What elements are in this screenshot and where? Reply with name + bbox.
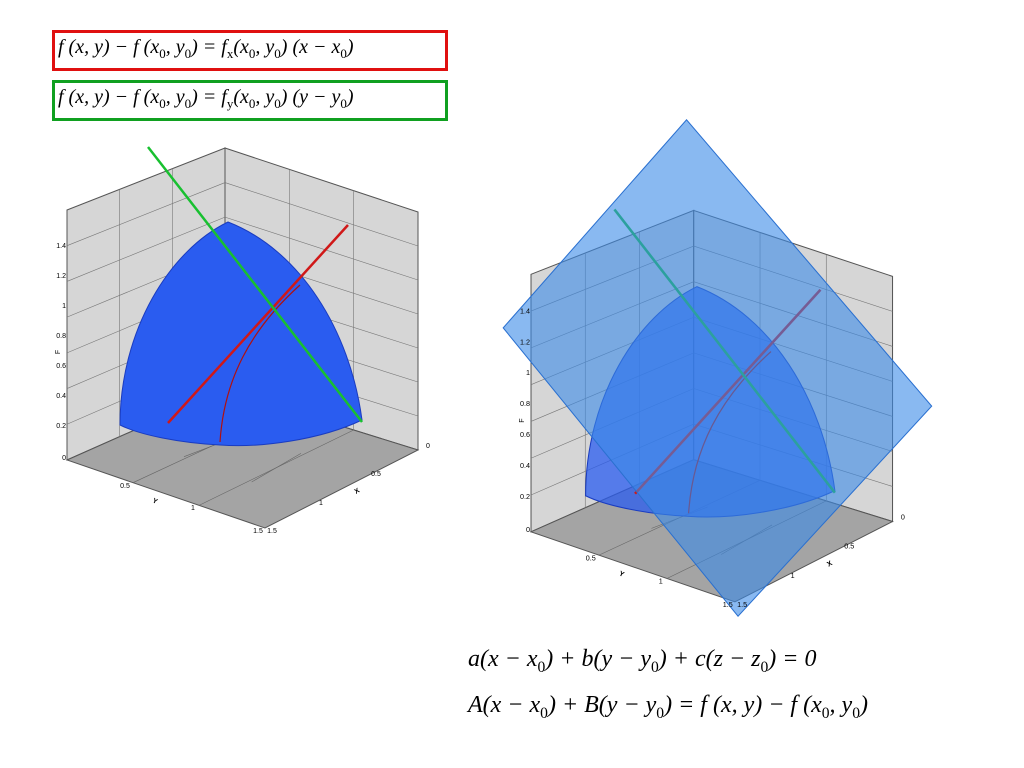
subscript: 0 (248, 46, 256, 61)
plot-left: 1.4 1.2 1 0.8 0.6 0.4 0.2 0 F 0.5 1 1.5 Y 0 0.5 1 1.5 X (55, 146, 430, 535)
grid-line (251, 453, 302, 483)
formula-text: , y (829, 692, 853, 718)
subscript: 0 (340, 96, 347, 111)
z-tick-label: 0.2 (56, 423, 66, 430)
y-tick-label: 1 (659, 576, 663, 585)
x-tick-label: 1 (319, 500, 323, 507)
grid-line (66, 182, 226, 246)
formula-text: ) + B(y − y (547, 692, 657, 718)
formula: A(x − x0) + B(y − y0) = f (x, y) − f (x0… (468, 692, 868, 723)
formula-text: f (x, y) − f (x (58, 86, 160, 108)
subscript: 0 (248, 96, 256, 111)
x-tick-label: 1 (791, 571, 795, 580)
z-tick-label: 1 (526, 368, 530, 377)
z-tick-label: 0.6 (520, 430, 530, 439)
formula-text: ) (346, 36, 354, 58)
y-tick-label: 1 (191, 505, 195, 512)
grid-line (224, 182, 419, 247)
subscript: 0 (852, 704, 860, 722)
subscript: 0 (650, 658, 659, 676)
plot-right: 1.4 1.2 1 0.8 0.6 0.4 0.2 0 F 0.5 1 1.5 Y 0 0.5 1 1.5 X (502, 119, 933, 618)
z-tick-label: 1 (62, 303, 66, 310)
formula-text: ) = f (191, 86, 227, 108)
formula-box-green (52, 80, 448, 121)
formula-text: ) + b(y − y (545, 646, 651, 672)
z-tick-label: 1.4 (520, 306, 530, 315)
formula: a(x − x0) + b(y − y0) + c(z − z0) = 0 (468, 646, 816, 677)
z-tick-label: 0.8 (520, 399, 530, 408)
z-axis-label: F (55, 350, 62, 354)
y-axis-label: Y (618, 569, 626, 579)
formula-text: ) (y − y (280, 86, 341, 108)
formula-text: f (x, y) − f (x (58, 36, 160, 58)
x-axis-label: X (825, 558, 834, 568)
subscript: 0 (760, 658, 769, 676)
z-tick-label: 0.8 (56, 333, 66, 340)
subscript: 0 (656, 704, 665, 722)
x-axis-label: X (354, 487, 362, 496)
formula-text: ) (346, 86, 354, 108)
z-axis-label: F (517, 418, 526, 423)
formula-text: (x (233, 86, 249, 108)
subscript: 0 (821, 704, 830, 722)
x-tick-label: 0 (426, 443, 430, 450)
subscript: 0 (340, 46, 347, 61)
formula-text: (x (233, 36, 249, 58)
z-tick-label: 0.4 (56, 393, 66, 400)
formula-text: a(x − x (468, 646, 538, 672)
tangent-x (167, 224, 349, 424)
formula-text: , y (255, 36, 275, 58)
grid-line (224, 216, 419, 281)
grid-line (66, 216, 226, 282)
formula-text: A(x − x (468, 692, 541, 718)
subscript: 0 (274, 46, 281, 61)
subscript: x (226, 46, 234, 61)
formula: f (x, y) − f (x0, y0) = fx(x0, y0) (x − … (58, 36, 354, 62)
subscript: 0 (159, 46, 166, 61)
subscript: y (226, 96, 234, 111)
formula-text: , y (165, 86, 185, 108)
x-tick-label: 0 (901, 512, 905, 521)
z-tick-label: 0.6 (56, 363, 66, 370)
subscript: 0 (537, 658, 546, 676)
subscript: 0 (540, 704, 548, 722)
z-tick-label: 0 (526, 525, 530, 534)
x-tick-label: 1.5 (737, 600, 747, 609)
tangent-y (147, 146, 363, 423)
formula-box-red (52, 30, 448, 71)
y-tick-label: 1.5 (723, 600, 733, 609)
y-tick-label: 0.5 (586, 554, 596, 563)
formula-text: , y (255, 86, 275, 108)
formula-text: ) + c(z − z (658, 646, 761, 672)
formula-text: ) (860, 692, 868, 718)
formula-text: ) = f (191, 36, 227, 58)
formula-text: , y (165, 36, 185, 58)
z-tick-label: 1.2 (520, 337, 530, 346)
formula: f (x, y) − f (x0, y0) = fy(x0, y0) (y − … (58, 86, 354, 112)
z-tick-label: 1.4 (56, 243, 66, 250)
z-tick-label: 0 (62, 455, 66, 462)
x-tick-label: 1.5 (267, 528, 277, 535)
tangent-plane (502, 119, 933, 618)
trace-curve (219, 284, 301, 443)
formula-text: ) = 0 (768, 646, 817, 672)
subscript: 0 (184, 46, 192, 61)
y-tick-label: 1.5 (253, 528, 263, 535)
y-axis-label: Y (151, 497, 158, 505)
y-tick-label: 0.5 (120, 483, 130, 490)
formula-text: ) (x − x (280, 36, 341, 58)
subscript: 0 (159, 96, 166, 111)
z-tick-label: 0.2 (520, 492, 530, 501)
subscript: 0 (274, 96, 281, 111)
subscript: 0 (184, 96, 192, 111)
formula-text: ) = f (x, y) − f (x (664, 692, 822, 718)
z-tick-label: 0.4 (520, 461, 530, 470)
x-tick-label: 0.5 (371, 471, 381, 478)
x-tick-label: 0.5 (844, 541, 854, 550)
z-tick-label: 1.2 (56, 273, 66, 280)
